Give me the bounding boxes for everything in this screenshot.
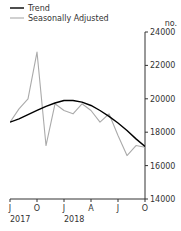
annotation: 2017	[10, 215, 30, 224]
y-tick-label: 18000	[150, 128, 175, 137]
x-tick	[91, 199, 92, 202]
y-tick-label: 14000	[150, 195, 175, 204]
y-tick	[145, 132, 148, 133]
x-tick-label: J	[116, 204, 119, 213]
x-tick-label: O	[34, 204, 40, 213]
y-tick	[145, 32, 148, 33]
y-tick	[145, 98, 148, 99]
x-tick-label: A	[88, 204, 94, 213]
legend-swatch	[10, 7, 24, 8]
chart: 140001600018000200002200024000no.JOJAJO2…	[0, 0, 181, 231]
legend: TrendSeasonally Adjusted	[10, 4, 109, 23]
plot-lines	[10, 52, 145, 156]
annotation: 2018	[64, 215, 84, 224]
line	[10, 100, 145, 146]
x-tick	[64, 199, 65, 202]
line	[10, 52, 145, 156]
x-tick	[10, 199, 11, 202]
x-tick-label: J	[8, 204, 11, 213]
y-tick-label: 24000	[150, 28, 175, 37]
x-axis-line	[10, 199, 145, 200]
x-tick	[37, 199, 38, 202]
y-tick	[145, 65, 148, 66]
legend-entry: Trend	[27, 4, 50, 13]
y-tick	[145, 165, 148, 166]
y-axis-line	[145, 32, 146, 199]
y-axis-label: no.	[165, 19, 177, 28]
y-tick-label: 16000	[150, 162, 175, 171]
legend-swatch	[10, 17, 24, 18]
x-tick-label: J	[62, 204, 65, 213]
y-tick-label: 20000	[150, 95, 175, 104]
legend-entry: Seasonally Adjusted	[28, 14, 109, 23]
y-tick-label: 22000	[150, 61, 175, 70]
x-tick	[118, 199, 119, 202]
x-tick-label: O	[142, 204, 148, 213]
x-tick	[145, 199, 146, 202]
